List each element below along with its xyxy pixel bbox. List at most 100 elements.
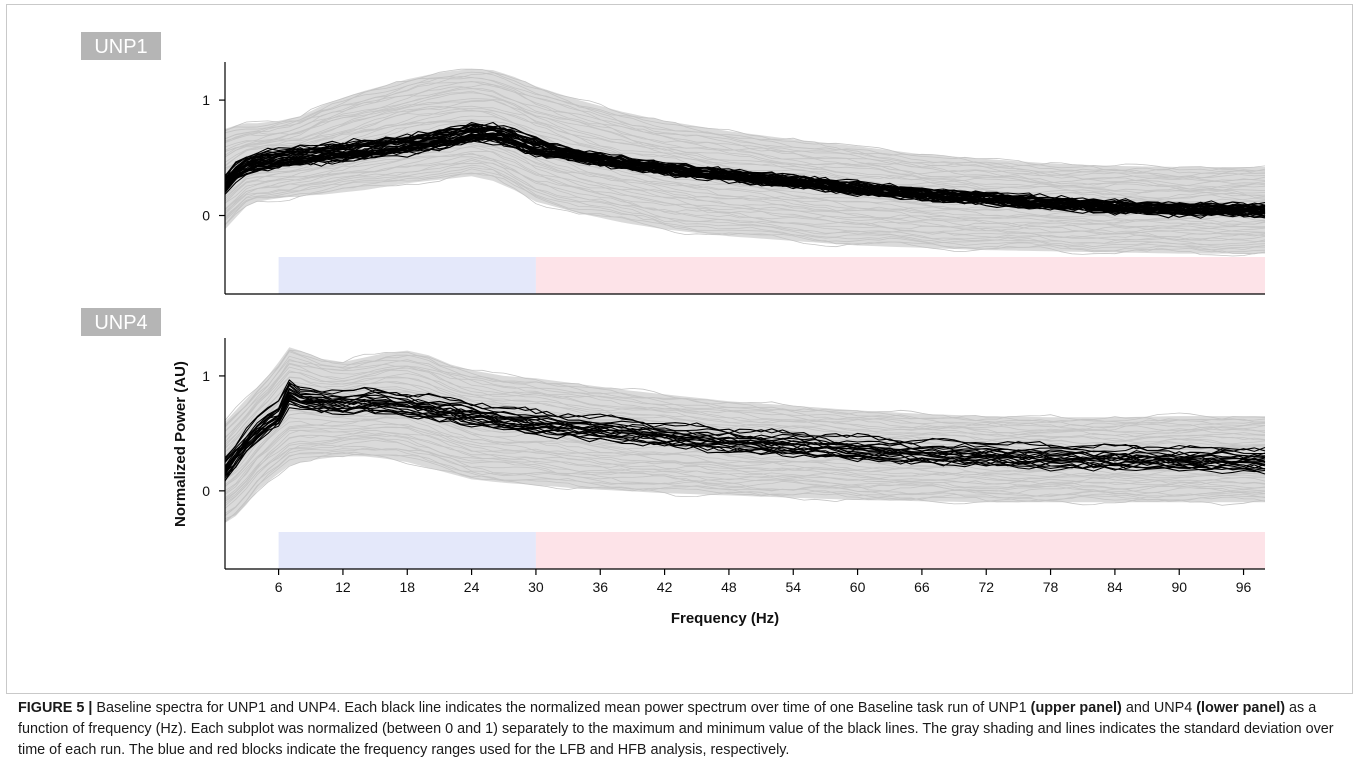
- sd-line: [224, 168, 1266, 253]
- y-tick-label: 0: [202, 208, 210, 224]
- sd-line: [224, 152, 1266, 238]
- black-mean-lines: [224, 121, 1266, 219]
- sd-line: [224, 72, 1266, 174]
- figure-svg: UNP1 01 UNP4 016 12 18 24 30 36 42 48 54 60 66 72 78…: [81, 32, 1266, 627]
- figure-caption: FIGURE 5 | Baseline spectra for UNP1 and…: [18, 698, 1344, 761]
- x-tick-label: 24: [464, 579, 480, 595]
- sd-line: [224, 358, 1266, 429]
- panel-label-box: [81, 32, 161, 60]
- sd-line: [224, 451, 1266, 522]
- caption-text-3: as a function of frequency (Hz). Each su…: [18, 700, 1334, 758]
- sd-line: [224, 75, 1266, 178]
- sd-line: [224, 164, 1266, 249]
- sd-line: [224, 142, 1265, 231]
- sd-line: [224, 349, 1266, 427]
- sd-line: [224, 434, 1266, 503]
- run-line: [224, 407, 1266, 481]
- panel-label: UNP4: [94, 312, 147, 334]
- sd-line: [224, 407, 1266, 477]
- sd-line: [224, 92, 1266, 192]
- sd-line: [224, 99, 1266, 194]
- sd-line: [224, 436, 1266, 504]
- gray-sd-lines: [224, 347, 1266, 523]
- band-hfb: [535, 532, 1265, 569]
- run-line: [224, 383, 1266, 463]
- sd-line: [224, 158, 1266, 246]
- run-line: [224, 121, 1266, 210]
- run-line: [224, 138, 1266, 219]
- sd-line: [224, 77, 1265, 179]
- frequency-bands: [278, 532, 1265, 569]
- axes: 01: [202, 62, 1265, 295]
- sd-line: [224, 127, 1266, 217]
- caption-lower-panel: (lower panel): [1196, 700, 1285, 716]
- x-tick-label: 36: [592, 579, 608, 595]
- run-line: [224, 391, 1266, 473]
- sd-line: [224, 86, 1266, 187]
- sd-line: [224, 355, 1266, 432]
- y-tick-label: 1: [202, 92, 210, 108]
- x-tick-label: 6: [275, 579, 283, 595]
- sd-line: [224, 376, 1266, 445]
- caption-upper-panel: (upper panel): [1030, 700, 1122, 716]
- x-tick-label: 12: [335, 579, 351, 595]
- sd-line: [224, 153, 1266, 241]
- run-line: [224, 130, 1266, 214]
- sd-line: [224, 81, 1266, 182]
- sd-shading: [225, 68, 1265, 254]
- x-tick-label: 42: [657, 579, 673, 595]
- x-tick-label: 18: [399, 579, 415, 595]
- x-axis-label: Frequency (Hz): [671, 610, 779, 627]
- sd-line: [224, 166, 1265, 251]
- x-tick-label: 90: [1171, 579, 1187, 595]
- sd-line: [224, 88, 1266, 188]
- run-line: [224, 392, 1266, 471]
- figure-frame: [6, 4, 1353, 694]
- run-line: [224, 379, 1266, 459]
- sd-line: [224, 437, 1266, 507]
- black-mean-lines: [224, 379, 1266, 482]
- panel-label-box: [81, 308, 161, 336]
- sd-line: [224, 429, 1266, 499]
- sd-line: [224, 90, 1266, 190]
- caption-label: FIGURE 5 |: [18, 700, 93, 716]
- sd-line: [224, 98, 1266, 192]
- sd-line: [224, 349, 1266, 422]
- sd-line: [224, 369, 1266, 443]
- sd-line: [224, 362, 1266, 432]
- sd-line: [224, 99, 1266, 197]
- run-line: [224, 383, 1266, 460]
- sd-line: [224, 434, 1266, 502]
- caption-text-2: and UNP4: [1121, 700, 1197, 716]
- sd-line: [224, 150, 1266, 237]
- sd-line: [224, 68, 1266, 172]
- x-tick-label: 54: [785, 579, 801, 595]
- run-line: [224, 396, 1266, 473]
- panel-unp1: UNP1 01: [81, 32, 1266, 295]
- y-axis-label: Normalized Power (AU): [172, 361, 189, 527]
- x-tick-label: 78: [1043, 579, 1059, 595]
- sd-line: [224, 71, 1266, 174]
- caption-text-1: Baseline spectra for UNP1 and UNP4. Each…: [92, 700, 1031, 716]
- axes: 0 1 6 12 18 24 30 36 42 48 54 60 66 72 78 84 90 96: [202, 338, 1265, 595]
- sd-line: [224, 388, 1266, 456]
- sd-line: [224, 351, 1265, 428]
- x-tick-label: 48: [721, 579, 737, 595]
- x-tick-label: 84: [1107, 579, 1123, 595]
- sd-line: [224, 429, 1266, 500]
- sd-line: [224, 447, 1266, 516]
- x-tick-label: 72: [978, 579, 994, 595]
- sd-line: [224, 360, 1266, 438]
- gray-sd-lines: [224, 68, 1266, 257]
- panel-unp4: UNP4 0 1 6 12 18 24 30 36 42 48 54 60 66 72 78 84 90 96: [81, 308, 1266, 595]
- band-lfb: [278, 257, 536, 294]
- band-hfb: [535, 257, 1265, 294]
- x-tick-label: 66: [914, 579, 930, 595]
- run-line: [224, 127, 1266, 213]
- y-tick-label: 1: [202, 368, 210, 384]
- x-tick-label: 60: [850, 579, 866, 595]
- band-lfb: [278, 532, 536, 569]
- y-tick-label: 0: [202, 483, 210, 499]
- panel-label: UNP1: [94, 36, 147, 58]
- sd-line: [224, 426, 1266, 494]
